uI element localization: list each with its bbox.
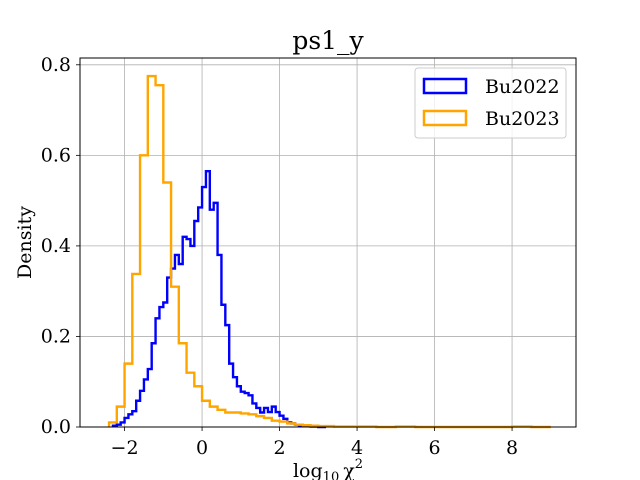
legend-label-bu2022: Bu2022 (485, 76, 560, 98)
x-tick-label: 4 (351, 437, 363, 459)
chart-title: ps1_y (292, 26, 364, 55)
y-axis-label: Density (14, 206, 36, 279)
x-tick-label: 0 (196, 437, 208, 459)
y-tick-label: 0.2 (41, 325, 71, 347)
axis-ticks: −2 0 2 4 6 8 0.0 0.2 0.4 0.6 0.8 (41, 54, 518, 459)
x-axis-label: log10 χ2 (293, 457, 363, 480)
y-tick-label: 0.0 (41, 416, 71, 438)
legend: Bu2022 Bu2023 (414, 67, 567, 139)
x-tick-label: 8 (506, 437, 518, 459)
x-tick-label: 2 (274, 437, 286, 459)
x-tick-label: 6 (429, 437, 441, 459)
x-tick-label: −2 (111, 437, 139, 459)
legend-label-bu2023: Bu2023 (485, 108, 560, 130)
legend-swatch-bu2023 (422, 109, 468, 127)
y-tick-label: 0.4 (41, 235, 71, 257)
y-tick-label: 0.6 (41, 144, 71, 166)
y-tick-label: 0.8 (41, 54, 71, 76)
legend-swatch-bu2022 (422, 77, 468, 95)
legend-box (414, 67, 567, 139)
series-bu2022-step (111, 169, 327, 429)
axes-frame (79, 57, 577, 428)
